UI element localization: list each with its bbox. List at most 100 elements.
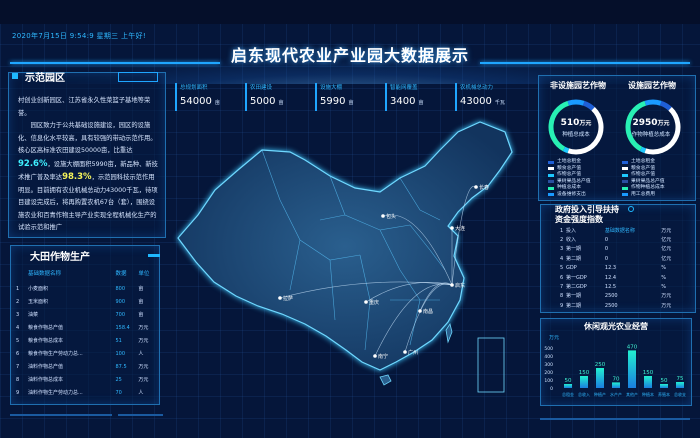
cell-unit: % bbox=[661, 284, 666, 291]
cell-value: 0 bbox=[604, 237, 609, 244]
cell-index: 6 bbox=[16, 350, 20, 357]
cell-name: 第一期 bbox=[565, 246, 581, 253]
donut-segment bbox=[567, 106, 604, 155]
stat-label: 农田建设 bbox=[250, 85, 273, 91]
cell-value: 12.5 bbox=[604, 284, 617, 291]
city-marker bbox=[450, 226, 454, 230]
gov-table: 1 投入 基础数据名称 万元 2 收入 0 亿元 3 第一期 0 亿元 4 第二期 0 亿元 5 GDP 12.3%… bbox=[560, 226, 680, 311]
cell-value: 2500 bbox=[604, 302, 618, 309]
cell-unit: 亩 bbox=[138, 298, 144, 305]
table-header: 基础数据名称 数据 单位 bbox=[16, 264, 156, 282]
donut-legend-2: 土地总租金 粮食总产值 作物总产值 果树果品总产值 作物种植总成本 用工总费用 bbox=[622, 159, 692, 198]
donut-title-1: 非设施园艺作物 bbox=[550, 81, 606, 90]
cell-unit: 亩 bbox=[138, 285, 144, 292]
cell-value: 900 bbox=[115, 298, 126, 305]
cell-index: 7 bbox=[560, 284, 564, 291]
legend-label: 种植总成本 bbox=[557, 185, 581, 191]
legend-swatch bbox=[548, 193, 554, 197]
cell-index: 9 bbox=[560, 302, 564, 309]
flight-route bbox=[365, 282, 453, 303]
circle-icon bbox=[628, 206, 634, 212]
divider bbox=[540, 418, 690, 420]
table-row: 8 第一期 2500 万元 bbox=[560, 292, 680, 301]
bar bbox=[628, 350, 636, 388]
bar-value-label: 50 bbox=[565, 378, 572, 384]
legend-swatch bbox=[622, 186, 628, 190]
legend-label: 作物种植总成本 bbox=[631, 185, 665, 191]
x-tick-label: 总租金 bbox=[562, 391, 574, 397]
cell-index: 6 bbox=[560, 274, 564, 281]
bar bbox=[676, 382, 684, 388]
table-row: 3 第一期 0 亿元 bbox=[560, 245, 680, 254]
cell-unit: 万元 bbox=[138, 376, 149, 383]
stat-unit: 亩 bbox=[278, 100, 284, 106]
header-line-right bbox=[480, 62, 690, 64]
horticulture-panel bbox=[538, 75, 696, 201]
cell-unit: 亿元 bbox=[661, 255, 672, 262]
gov-title-line2: 资金强度指数 bbox=[555, 215, 603, 224]
bar-value-label: 150 bbox=[643, 370, 654, 376]
stat-label: 农机械总动力 bbox=[460, 85, 494, 91]
x-tick-label: 总收入 bbox=[578, 391, 590, 397]
cell-index: 9 bbox=[16, 389, 20, 396]
donut-caption: 种植总成本 bbox=[562, 132, 590, 138]
legend-item: 用工总费用 bbox=[622, 192, 692, 199]
legend-item: 粮食总产值 bbox=[622, 166, 692, 173]
legend-label: 土地总租金 bbox=[631, 159, 655, 165]
flight-route bbox=[404, 283, 453, 353]
cell-index: 4 bbox=[16, 324, 20, 331]
donut-segment bbox=[582, 100, 595, 111]
cell-index: 3 bbox=[16, 311, 20, 318]
col-data: 数据 bbox=[115, 271, 127, 277]
cell-name: 第二期 bbox=[565, 255, 581, 262]
bar bbox=[660, 384, 668, 388]
bar-value-label: 250 bbox=[595, 362, 606, 368]
city-label: 长春 bbox=[479, 184, 489, 191]
cell-value: 基础数据名称 bbox=[604, 227, 635, 234]
cell-value: 12.3 bbox=[604, 265, 617, 272]
donut-legend-1: 土地总租金 粮食总产值 作物总产值 果树果品总产值 种植总成本 设备维修支出 bbox=[548, 159, 616, 198]
y-tick-label: 100 bbox=[544, 378, 553, 384]
table-row: 4 粮食作物总产值 158.4 万元 bbox=[16, 321, 156, 334]
top-bar bbox=[0, 0, 700, 24]
flight-route bbox=[419, 282, 453, 312]
table-row: 5 粮食作物总成本 51 万元 bbox=[16, 334, 156, 347]
legend-label: 粮食总产值 bbox=[557, 165, 581, 171]
cell-unit: 亿元 bbox=[661, 246, 672, 253]
cell-index: 5 bbox=[560, 265, 564, 272]
bar bbox=[644, 376, 652, 388]
stat-unit: 亩 bbox=[214, 100, 220, 106]
legend-swatch bbox=[548, 167, 554, 171]
x-tick-label: 其他产 bbox=[626, 391, 638, 397]
x-tick-label: 种植产 bbox=[594, 391, 606, 397]
stat-label: 总规划面积 bbox=[180, 85, 208, 91]
tourism-panel bbox=[540, 318, 692, 406]
cell-name: 第二GDP bbox=[565, 284, 587, 291]
stat-value: 43000 bbox=[460, 96, 492, 107]
crops-table: 基础数据名称 数据 单位 1 小麦面积 800 亩 2 玉米面积 900 亩 3 油菜 700 亩 4 粮食作… bbox=[16, 264, 156, 399]
legend-item: 作物种植总成本 bbox=[622, 185, 692, 192]
accent-bar bbox=[148, 254, 160, 257]
stat-value: 5000 bbox=[250, 96, 276, 107]
divider bbox=[10, 414, 112, 416]
flight-route bbox=[279, 281, 453, 299]
legend-item: 土地总租金 bbox=[548, 159, 616, 166]
cell-unit: 万元 bbox=[661, 293, 672, 300]
donut-segment bbox=[562, 146, 570, 154]
bar bbox=[564, 384, 572, 388]
cell-name: 粮食作物生产劳动力总... bbox=[28, 350, 83, 357]
cell-index: 1 bbox=[16, 285, 20, 292]
cell-name: 投入 bbox=[565, 227, 576, 234]
table-row: 5 GDP 12.3% bbox=[560, 264, 680, 273]
x-tick-label: 总收支 bbox=[674, 391, 686, 397]
gov-title-line1: 政府投入引导扶持 bbox=[555, 205, 619, 214]
y-tick-label: 500 bbox=[544, 346, 553, 352]
y-axis-label: 万元 bbox=[549, 335, 560, 341]
taiwan-island bbox=[445, 323, 453, 344]
legend-swatch bbox=[548, 186, 554, 190]
intro-title: 示范园区 bbox=[25, 73, 65, 84]
cell-name: 第一GDP bbox=[565, 274, 587, 281]
cell-value: 800 bbox=[115, 285, 126, 292]
table-row: 9 油料作物生产劳动力总... 70 人 bbox=[16, 386, 156, 399]
stat-unit: 亩 bbox=[418, 100, 424, 106]
